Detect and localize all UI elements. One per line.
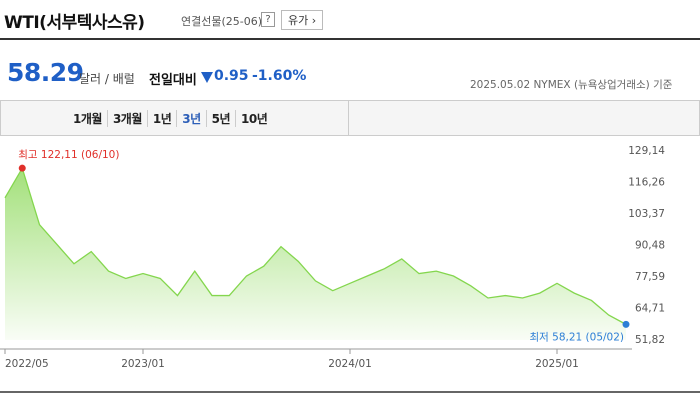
max-dot: [18, 164, 26, 172]
change: 0.95: [214, 68, 249, 84]
tab[interactable]: 3년: [176, 110, 205, 127]
tab-bar: [0, 100, 700, 136]
y-tick-label: 116,26: [628, 176, 665, 188]
x-tick-label: 2025/01: [535, 358, 579, 370]
source: 2025.05.02 NYMEX (뉴욕상업거래소) 기준: [470, 79, 673, 91]
min-label: 최저 58,21 (05/02): [529, 331, 624, 343]
max-label: 최고 122,11 (06/10): [18, 149, 119, 161]
y-tick-label: 77,59: [635, 271, 665, 283]
y-tick-label: 51,82: [635, 334, 665, 346]
category-button[interactable]: 유가 ›: [281, 10, 324, 30]
tab-separator: [348, 100, 349, 135]
line: [4, 166, 627, 325]
area: [5, 168, 626, 340]
unit: 달러 / 배럴: [79, 72, 135, 86]
subtitle: 연결선물(25-06): [181, 15, 263, 28]
x-tick-label: 2024/01: [328, 358, 372, 370]
y-tick-label: 90,48: [635, 240, 665, 252]
help-icon[interactable]: ?: [261, 12, 275, 27]
y-tick-label: 103,37: [628, 208, 665, 220]
tab[interactable]: 5년: [205, 110, 235, 127]
min-dot: [622, 320, 630, 328]
y-tick-label: 129,14: [628, 145, 665, 157]
tab[interactable]: 1개월: [73, 112, 102, 126]
divider: [0, 38, 700, 40]
tab[interactable]: 1년: [146, 110, 176, 127]
down-arrow: [201, 72, 213, 83]
tab[interactable]: 3개월: [106, 110, 147, 127]
change-label: 전일대비: [149, 73, 197, 88]
x-tick-label: 2022/05: [5, 358, 49, 370]
price: 58.29: [7, 58, 84, 87]
change-percent: -1.60%: [252, 68, 307, 84]
x-tick-label: 2023/01: [121, 358, 165, 370]
tab[interactable]: 10년: [235, 110, 272, 127]
y-tick-label: 64,71: [635, 302, 665, 314]
tabs: 1개월 3개월 1년 3년 5년 10년: [68, 110, 272, 127]
title: WTI(서부텍사스유): [4, 13, 145, 33]
